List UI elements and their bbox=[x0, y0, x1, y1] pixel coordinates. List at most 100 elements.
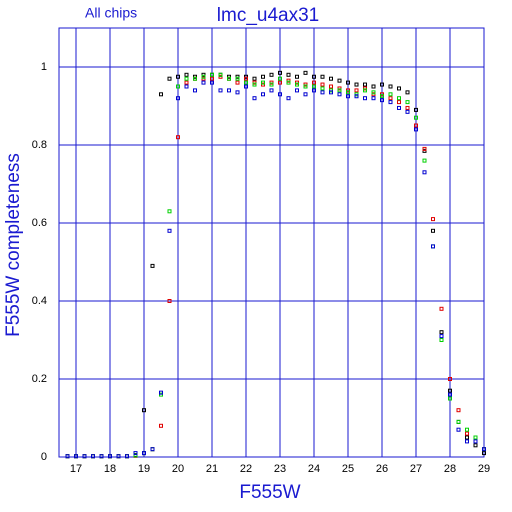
point bbox=[456, 408, 461, 413]
point bbox=[371, 96, 376, 101]
point bbox=[99, 454, 104, 459]
point bbox=[354, 88, 359, 93]
x-tick-label: 22 bbox=[240, 463, 252, 475]
point bbox=[388, 96, 393, 101]
point bbox=[431, 217, 435, 222]
point bbox=[150, 447, 155, 452]
point bbox=[397, 86, 401, 91]
point bbox=[465, 439, 469, 444]
point bbox=[244, 80, 248, 85]
y-axis-label: F555W completeness bbox=[3, 153, 24, 337]
point bbox=[295, 74, 299, 79]
point bbox=[167, 299, 172, 303]
point bbox=[269, 82, 274, 87]
point bbox=[167, 76, 172, 81]
point bbox=[337, 78, 342, 83]
point bbox=[159, 92, 163, 97]
point bbox=[354, 94, 359, 99]
point bbox=[363, 88, 367, 93]
point bbox=[320, 90, 325, 95]
x-tick-label: 21 bbox=[206, 463, 218, 475]
point bbox=[252, 96, 257, 101]
point bbox=[337, 92, 342, 97]
point bbox=[278, 70, 282, 75]
point bbox=[184, 80, 189, 85]
point bbox=[371, 90, 376, 95]
point bbox=[261, 92, 265, 97]
point bbox=[159, 423, 163, 428]
point bbox=[235, 76, 240, 81]
point bbox=[431, 244, 435, 249]
point bbox=[252, 76, 257, 81]
point bbox=[405, 109, 410, 114]
x-tick-label: 25 bbox=[342, 463, 354, 475]
point bbox=[456, 419, 461, 424]
x-tick-label: 20 bbox=[172, 463, 184, 475]
point bbox=[252, 82, 257, 87]
point bbox=[456, 427, 461, 432]
point bbox=[465, 427, 469, 432]
point bbox=[184, 84, 189, 89]
point bbox=[448, 377, 452, 381]
point bbox=[184, 76, 189, 81]
point bbox=[142, 408, 146, 413]
point bbox=[218, 88, 223, 93]
point bbox=[414, 115, 418, 120]
point bbox=[363, 96, 367, 101]
point bbox=[133, 451, 138, 456]
point bbox=[414, 127, 418, 132]
point bbox=[320, 82, 325, 87]
point bbox=[448, 392, 452, 397]
plot-frame bbox=[58, 27, 485, 458]
point bbox=[150, 263, 155, 268]
point bbox=[133, 453, 138, 458]
point bbox=[422, 170, 427, 175]
point bbox=[473, 443, 478, 448]
point bbox=[346, 94, 350, 99]
point bbox=[210, 72, 214, 77]
point bbox=[176, 96, 180, 101]
point bbox=[227, 88, 231, 93]
point bbox=[303, 84, 308, 89]
point bbox=[380, 94, 384, 99]
point bbox=[320, 86, 325, 91]
y-tick-label: 1 bbox=[41, 61, 47, 73]
y-tick-label: 0.8 bbox=[32, 139, 47, 151]
point bbox=[286, 80, 291, 85]
point bbox=[278, 80, 282, 85]
point bbox=[218, 72, 223, 77]
point bbox=[312, 84, 316, 89]
point bbox=[482, 451, 486, 456]
point bbox=[227, 76, 231, 81]
point bbox=[91, 454, 95, 459]
point bbox=[473, 435, 478, 440]
point bbox=[269, 88, 274, 93]
point bbox=[278, 76, 282, 81]
point bbox=[329, 76, 333, 81]
point bbox=[371, 84, 376, 89]
point bbox=[210, 76, 214, 81]
point bbox=[414, 123, 418, 128]
x-tick-label: 19 bbox=[138, 463, 150, 475]
point bbox=[482, 447, 486, 452]
point bbox=[295, 82, 299, 87]
point bbox=[286, 72, 291, 77]
point bbox=[125, 454, 129, 459]
point bbox=[278, 92, 282, 97]
point bbox=[235, 80, 240, 85]
point bbox=[388, 84, 393, 89]
point bbox=[286, 96, 291, 101]
point bbox=[261, 74, 265, 79]
x-tick-label: 29 bbox=[478, 463, 490, 475]
x-tick-label: 17 bbox=[70, 463, 82, 475]
point bbox=[473, 439, 478, 444]
point bbox=[346, 80, 350, 85]
point bbox=[388, 92, 393, 97]
point bbox=[422, 158, 427, 163]
point bbox=[329, 90, 333, 95]
point bbox=[142, 451, 146, 456]
point bbox=[201, 74, 206, 79]
point bbox=[244, 84, 248, 89]
point bbox=[235, 90, 240, 95]
